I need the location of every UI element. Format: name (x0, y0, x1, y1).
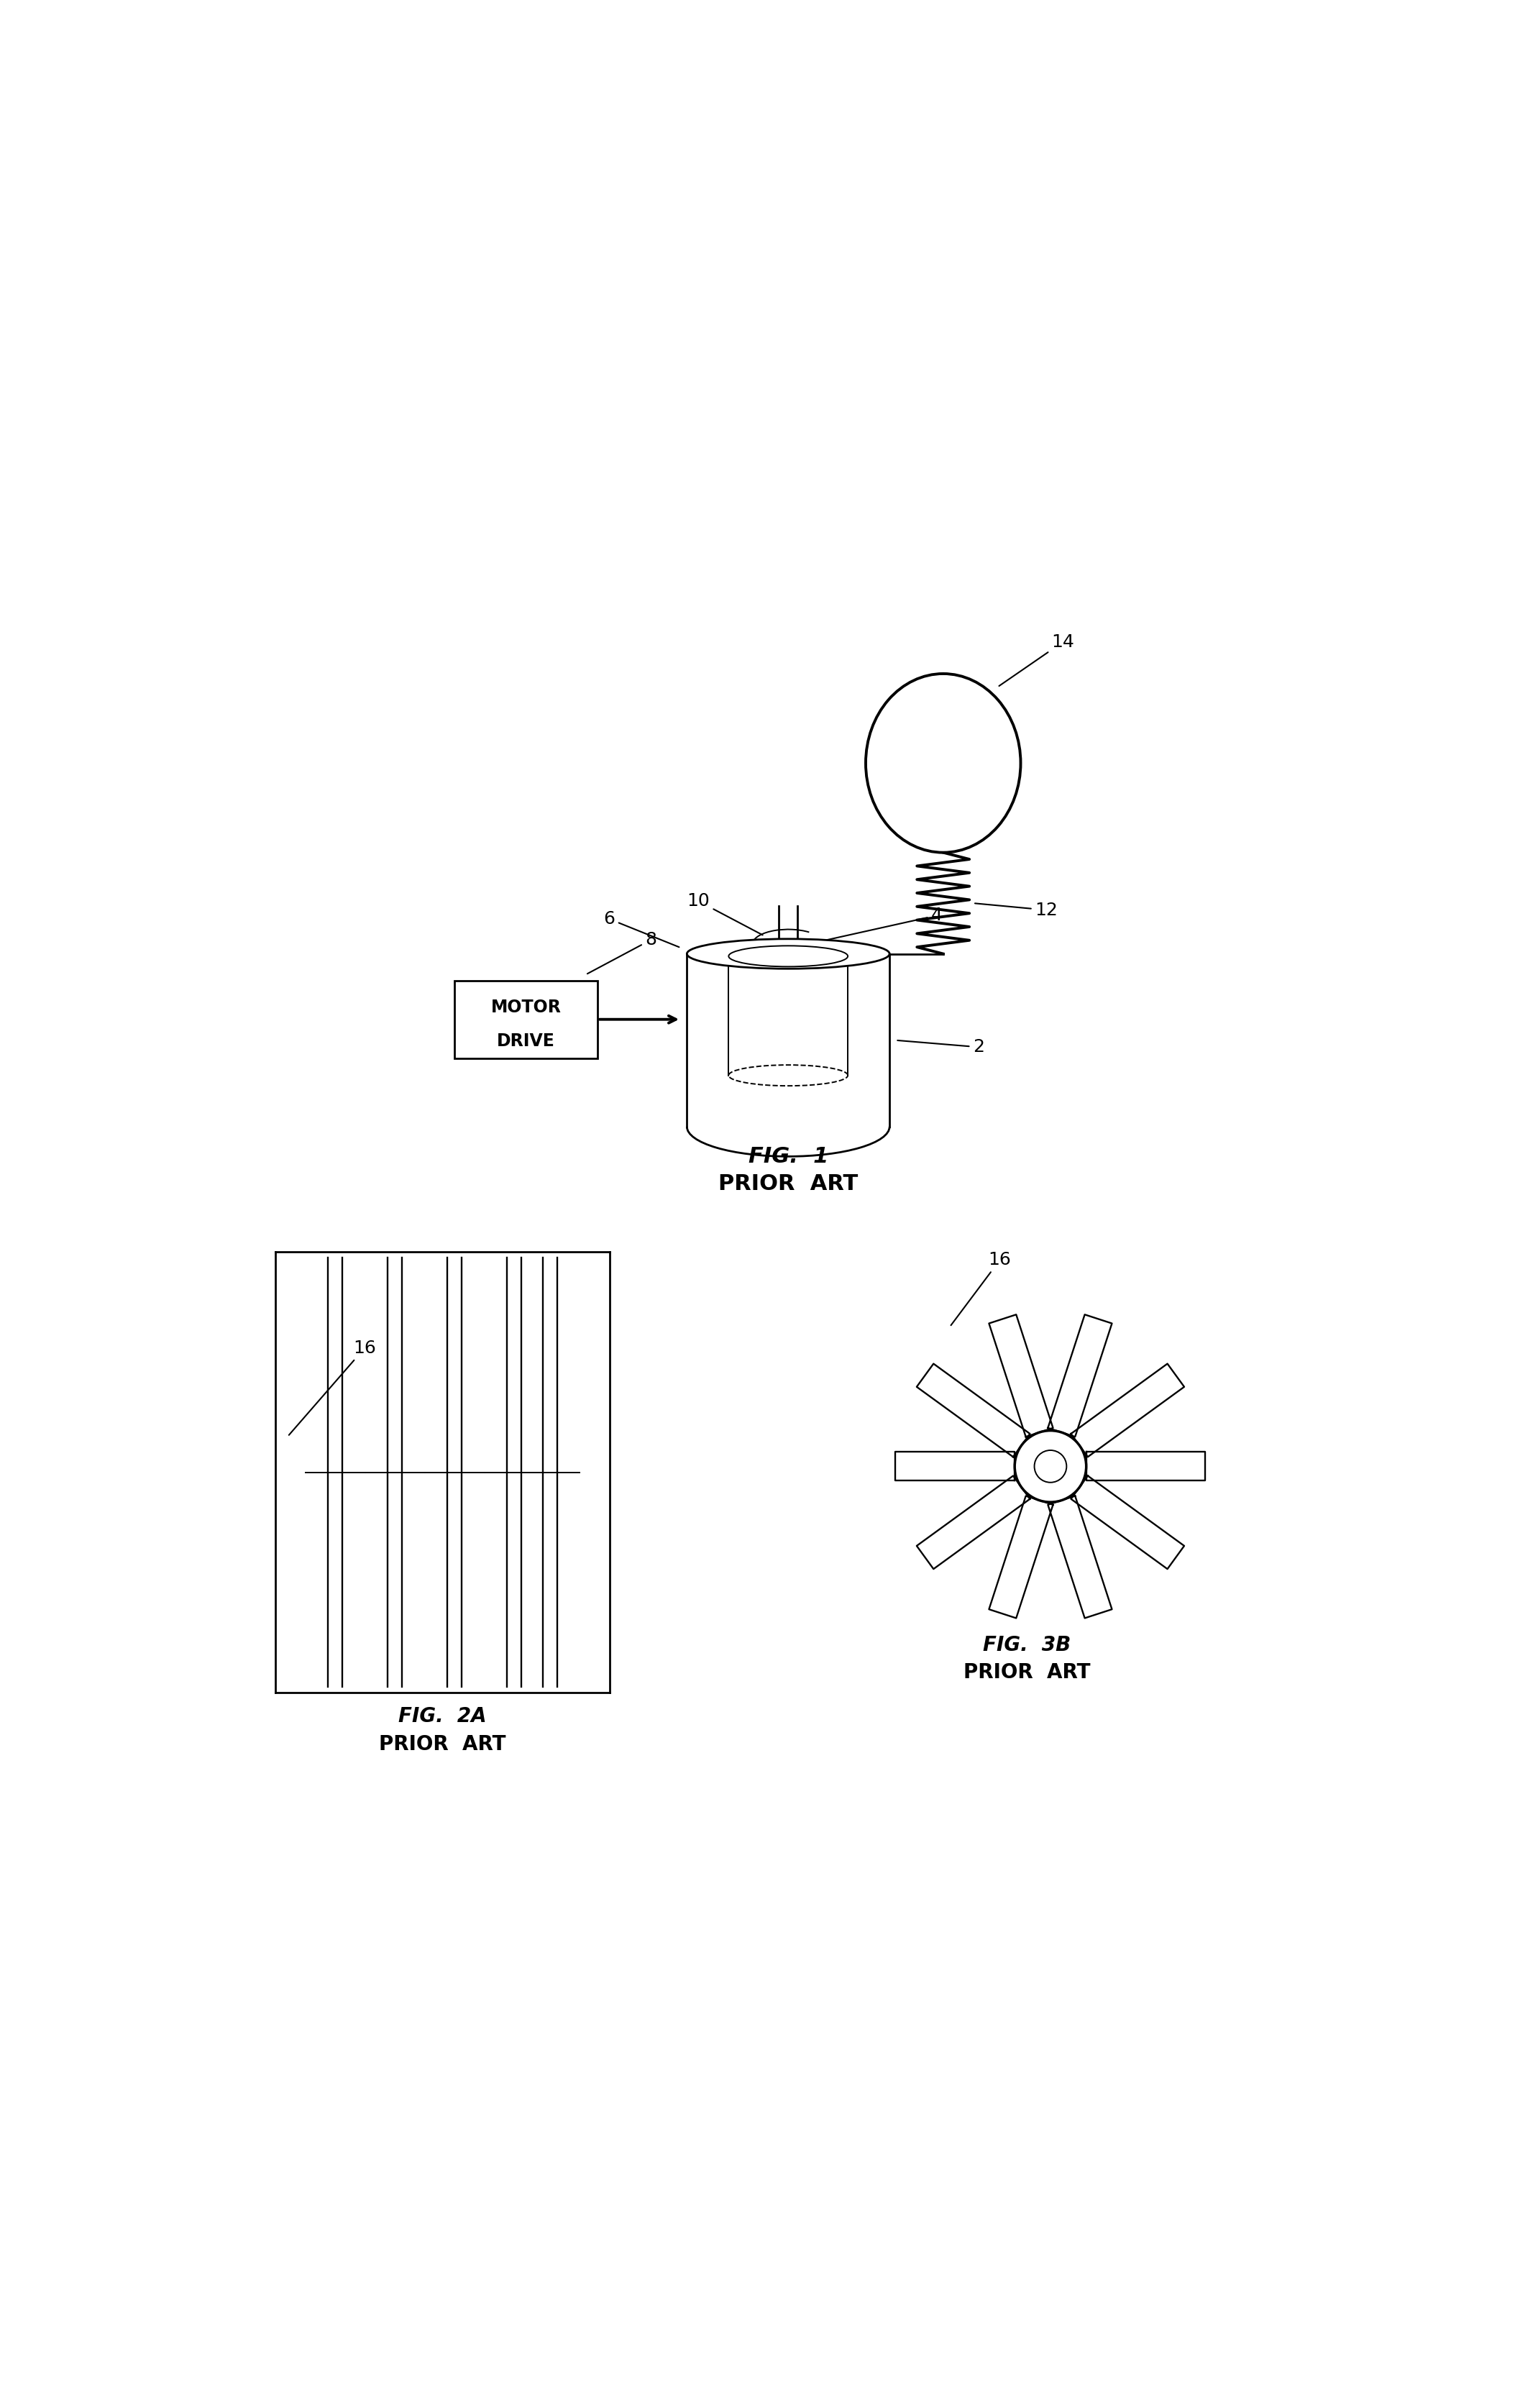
Text: PRIOR  ART: PRIOR ART (718, 1173, 858, 1194)
Polygon shape (895, 1452, 1015, 1481)
Text: 16: 16 (289, 1339, 377, 1435)
Text: MOTOR: MOTOR (491, 999, 561, 1016)
Polygon shape (989, 1495, 1054, 1618)
Polygon shape (917, 1363, 1030, 1457)
Text: 14: 14 (1000, 633, 1075, 686)
Text: FIG.  3B: FIG. 3B (983, 1635, 1070, 1654)
Text: 12: 12 (975, 901, 1058, 920)
Ellipse shape (687, 939, 889, 968)
Polygon shape (1047, 1495, 1112, 1618)
Polygon shape (989, 1315, 1054, 1438)
Polygon shape (917, 1476, 1030, 1570)
Text: FIG.  2A: FIG. 2A (398, 1707, 486, 1727)
Polygon shape (1047, 1315, 1112, 1438)
Text: 6: 6 (603, 910, 680, 946)
Circle shape (1015, 1430, 1086, 1503)
Polygon shape (1070, 1363, 1184, 1457)
Circle shape (1035, 1450, 1066, 1483)
Ellipse shape (866, 674, 1021, 852)
Polygon shape (1070, 1476, 1184, 1570)
Text: 10: 10 (687, 893, 763, 934)
Text: PRIOR  ART: PRIOR ART (963, 1662, 1090, 1683)
Text: DRIVE: DRIVE (497, 1033, 555, 1050)
Text: 2: 2 (898, 1038, 984, 1055)
Text: PRIOR  ART: PRIOR ART (378, 1734, 506, 1753)
Text: TORQUE: TORQUE (900, 737, 987, 754)
Ellipse shape (729, 946, 847, 966)
Polygon shape (1086, 1452, 1206, 1481)
Text: 16: 16 (950, 1252, 1012, 1324)
Text: 4: 4 (820, 908, 943, 942)
Text: FIG.  1: FIG. 1 (747, 1146, 829, 1168)
Text: 8: 8 (588, 932, 657, 973)
Text: DIAL: DIAL (918, 780, 967, 799)
FancyArrowPatch shape (600, 1016, 675, 1023)
Bar (455, 980, 598, 1057)
